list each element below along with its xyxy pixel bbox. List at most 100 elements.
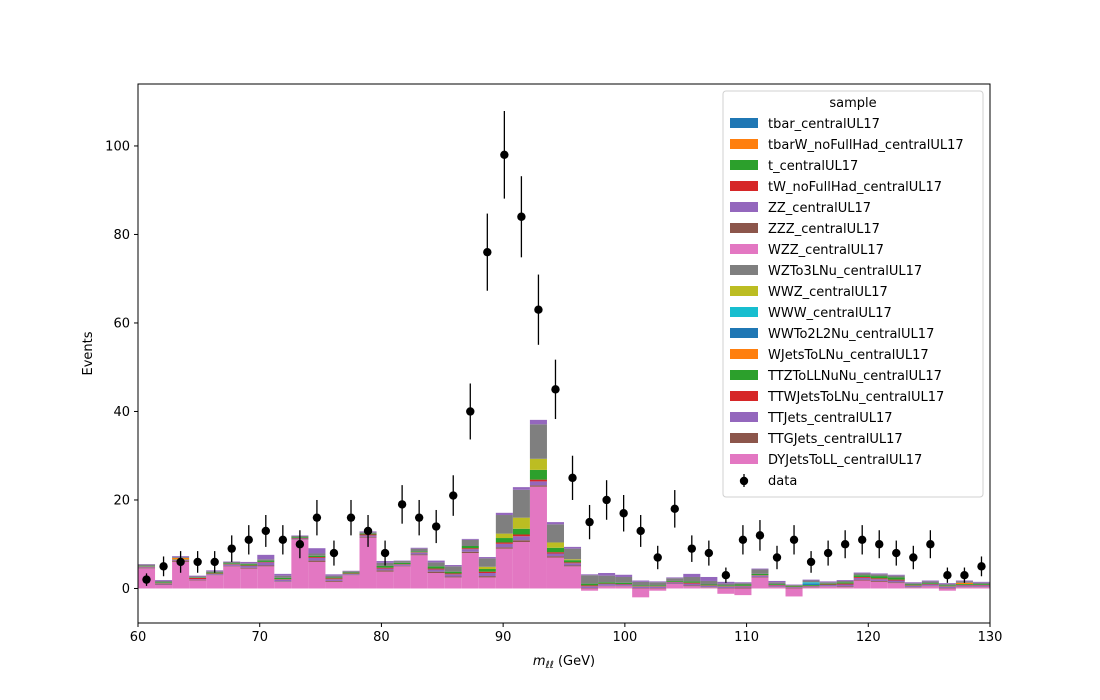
histogram-bar: [921, 584, 939, 586]
histogram-bar: [325, 575, 343, 578]
data-point: [568, 473, 577, 483]
histogram-bar: [189, 575, 207, 577]
histogram-bar: [649, 588, 667, 591]
histogram-bar: [393, 562, 411, 565]
histogram-bar: [376, 570, 394, 572]
histogram-bar: [734, 583, 752, 585]
x-tick-label: 80: [373, 630, 390, 645]
histogram-bar: [802, 584, 820, 586]
histogram-bar: [853, 577, 871, 580]
y-axis-ticks: 0 20 40 60 80 100: [105, 139, 138, 597]
histogram-bar: [632, 585, 650, 587]
legend-label: TTWJetsToLNu_centralUL17: [767, 390, 944, 405]
histogram-bar: [529, 486, 547, 589]
histogram-bar: [751, 573, 769, 576]
legend-label: WWZ_centralUL17: [768, 285, 888, 300]
histogram-bar: [206, 572, 224, 574]
histogram-bar: [564, 546, 582, 549]
histogram-bar: [836, 582, 854, 584]
histogram-bar: [887, 583, 905, 589]
histogram-bar: [904, 583, 922, 585]
histogram-bar: [495, 512, 513, 516]
histogram-bar: [683, 583, 701, 586]
legend-swatch: [730, 223, 758, 233]
histogram-bar: [546, 552, 564, 554]
data-point: [772, 553, 782, 562]
legend-swatch: [730, 160, 758, 170]
histogram-bar: [410, 554, 428, 556]
legend-swatch: [730, 118, 758, 128]
histogram-bar: [887, 579, 905, 581]
x-tick-label: 90: [495, 630, 512, 645]
histogram-bar: [887, 574, 905, 576]
histogram-bar: [581, 575, 599, 584]
legend-label: tW_noFullHad_centralUL17: [768, 180, 942, 195]
histogram-bar: [461, 546, 479, 549]
histogram-bar: [887, 582, 905, 584]
histogram-bar: [904, 585, 922, 588]
histogram-bar: [836, 580, 854, 583]
histogram-bar: [734, 586, 752, 588]
legend-label: data: [768, 474, 797, 489]
histogram-bar: [325, 578, 343, 580]
histogram-bar: [870, 573, 888, 575]
histogram-bar: [257, 566, 275, 589]
histogram-bar: [581, 585, 599, 587]
histogram-bar: [495, 547, 513, 549]
histogram-bar: [904, 582, 922, 584]
histogram-bar: [785, 584, 803, 586]
histogram-bar: [376, 567, 394, 569]
histogram-bar: [615, 576, 633, 583]
y-tick-label: 40: [113, 405, 130, 420]
histogram-bar: [206, 573, 224, 575]
histogram-bar: [717, 583, 735, 586]
histogram-bar: [666, 582, 684, 584]
data-point: [414, 513, 424, 522]
histogram-bar: [632, 586, 650, 589]
legend-swatch: [730, 265, 758, 275]
histogram-bar: [410, 548, 428, 552]
histogram-bar: [683, 582, 701, 584]
legend-title: sample: [829, 96, 876, 111]
data-point: [892, 548, 901, 558]
histogram-bar: [819, 586, 837, 589]
histogram-bar: [564, 566, 582, 589]
histogram-bar: [512, 487, 530, 490]
legend-label: ZZZ_centralUL17: [768, 222, 880, 237]
histogram-bar: [410, 555, 428, 589]
data-point: [312, 513, 322, 522]
data-point: [227, 544, 236, 553]
legend-label: WWTo2L2Nu_centralUL17: [768, 327, 934, 342]
histogram-bar: [155, 584, 173, 589]
histogram-bar: [853, 575, 871, 577]
histogram-bar: [972, 585, 990, 587]
data-point: [517, 212, 526, 221]
histogram-bar: [785, 588, 803, 597]
y-axis-label: Events: [81, 331, 96, 375]
histogram-bar: [529, 485, 547, 487]
histogram-bar: [802, 580, 820, 583]
legend-swatch: [730, 454, 758, 464]
data-point: [653, 553, 662, 562]
legend-swatch: [730, 349, 758, 359]
histogram-bar: [666, 580, 684, 582]
histogram-bar: [478, 576, 496, 578]
histogram-bar: [666, 584, 684, 589]
histogram-bar: [836, 583, 854, 585]
histogram-bar: [564, 565, 582, 567]
histogram-bar: [512, 517, 530, 529]
y-tick-label: 20: [113, 493, 130, 508]
histogram-bar: [444, 576, 462, 578]
data-point: [909, 553, 918, 562]
histogram-bar: [223, 561, 241, 564]
legend-label: ZZ_centralUL17: [768, 201, 871, 216]
histogram-bar: [904, 584, 922, 586]
data-point: [210, 557, 219, 567]
legend-label: TTJets_centralUL17: [767, 411, 893, 426]
histogram-bar: [325, 580, 343, 582]
data-point: [670, 504, 679, 514]
data-point: [806, 557, 816, 567]
data-point: [500, 150, 509, 160]
histogram-bar: [819, 583, 837, 585]
histogram-bar: [223, 564, 241, 566]
